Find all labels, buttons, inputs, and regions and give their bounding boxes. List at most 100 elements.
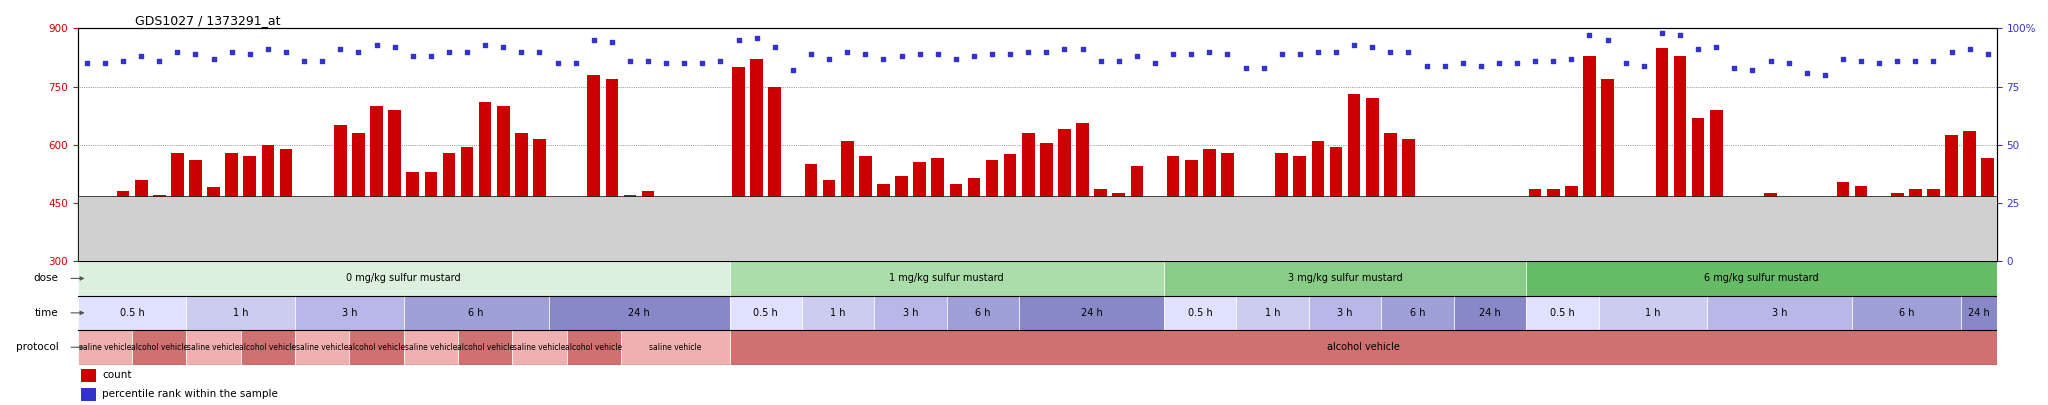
Bar [1927,190,1939,261]
Point [975,51,1008,57]
Bar [659,201,672,261]
Text: 0.5 h: 0.5 h [1188,308,1212,318]
Text: saline vehicle: saline vehicle [297,343,348,352]
Point [1898,58,1931,64]
Bar [1909,190,1921,261]
Point [649,60,682,66]
Point [723,37,756,43]
Bar [1855,185,1868,261]
Point [1790,69,1823,76]
Bar [1673,55,1686,261]
Bar [1163,296,1237,330]
Bar [1946,135,1958,261]
Point [1864,60,1896,66]
Bar [1186,160,1198,261]
Bar [1419,217,1434,261]
Point [324,46,356,53]
Point [1520,58,1552,64]
Bar [1438,213,1450,261]
Point [1935,48,1968,55]
Point [487,44,520,50]
Point [1501,60,1534,66]
Point [287,58,319,64]
Bar [625,195,637,261]
Bar [117,191,129,261]
Bar [803,296,874,330]
Bar [389,110,401,261]
Bar [352,133,365,261]
Text: 24 h: 24 h [629,308,649,318]
Point [1554,55,1587,62]
Point [252,46,285,53]
Bar [242,330,295,364]
Point [1464,62,1497,69]
Point [1536,58,1569,64]
Bar [1837,182,1849,261]
Bar [315,199,328,261]
Bar [1511,201,1524,261]
Text: saline vehicle: saline vehicle [188,343,240,352]
Bar [1237,296,1309,330]
Bar [641,191,655,261]
Bar [82,388,96,401]
Bar [135,180,147,261]
Point [360,41,393,48]
Bar [729,261,1163,296]
Point [1356,44,1389,50]
Bar [1528,190,1542,261]
Point [1210,51,1243,57]
Bar [172,153,184,261]
Bar [1167,156,1180,261]
Text: 1 h: 1 h [1266,308,1280,318]
Bar [1384,133,1397,261]
Point [451,48,483,55]
Bar [858,156,872,261]
Text: alcohol vehicle: alcohol vehicle [1327,342,1399,352]
Bar [78,196,1997,261]
Bar [225,153,238,261]
Point [686,60,719,66]
Bar [334,126,346,261]
Bar [498,106,510,261]
Point [541,60,573,66]
Bar [295,330,350,364]
Bar [786,238,799,261]
Bar [621,330,729,364]
Bar [461,147,473,261]
Point [522,48,555,55]
Bar [729,296,803,330]
Bar [1546,190,1561,261]
Bar [1747,226,1759,261]
Bar [1819,249,1831,261]
Point [1157,51,1190,57]
Bar [729,330,1997,364]
Point [125,53,158,60]
Bar [1980,158,1995,261]
Bar [932,158,944,261]
Text: alcohol vehicle: alcohol vehicle [348,343,406,352]
Point [1192,48,1225,55]
Point [1845,58,1878,64]
Point [1030,48,1063,55]
Bar [262,145,274,261]
Point [70,60,102,66]
Bar [403,296,549,330]
Point [1049,46,1081,53]
Bar [406,172,420,261]
Point [379,44,412,50]
Text: alcohol vehicle: alcohol vehicle [565,343,623,352]
Text: 1 h: 1 h [233,308,248,318]
Point [850,51,883,57]
Bar [532,139,547,261]
Point [1393,48,1425,55]
Bar [244,156,256,261]
Point [1284,51,1317,57]
Bar [512,330,567,364]
Point [1573,32,1606,38]
Point [162,48,195,55]
Point [776,67,809,73]
Bar [877,183,889,261]
Bar [1020,296,1163,330]
Point [1303,48,1335,55]
Point [106,58,139,64]
